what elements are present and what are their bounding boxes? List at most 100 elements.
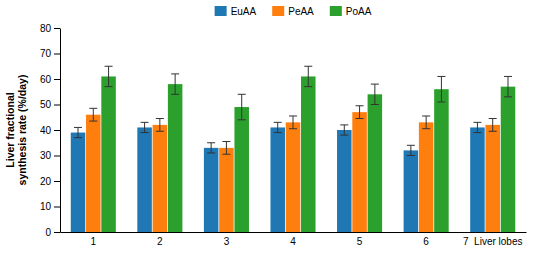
- error-bar: [274, 122, 282, 132]
- bar: [204, 148, 219, 232]
- error-bar: [304, 66, 312, 86]
- legend: EuAA PeAA PoAA: [215, 6, 372, 17]
- y-tick-mark: [54, 130, 60, 131]
- y-tick-label: 60: [40, 74, 52, 85]
- error-bar: [473, 122, 481, 132]
- bar: [301, 76, 316, 232]
- bar: [168, 84, 183, 232]
- x-tick: 3: [224, 232, 230, 247]
- bar: [234, 107, 249, 232]
- bar: [86, 115, 101, 232]
- x-tick: 5: [357, 232, 363, 247]
- y-tick: 80: [40, 23, 60, 34]
- error-bar: [437, 76, 445, 102]
- error-bar: [171, 74, 179, 94]
- y-tick-label: 0: [45, 227, 51, 238]
- plot: 0 10 20 30 40 50 60 70 80 1 2 3 4 5 6 7 Liver lobes: [40, 23, 527, 247]
- bar: [71, 133, 86, 232]
- chart: 0 10 20 30 40 50 60 70 80 1 2 3 4 5 6 7 Liver lobes Live…: [0, 0, 550, 254]
- bar: [270, 127, 285, 232]
- y-tick-mark: [54, 181, 60, 182]
- x-tick-label: 3: [224, 236, 230, 247]
- y-tick: 30: [40, 150, 60, 161]
- bar: [219, 148, 234, 232]
- bar: [153, 125, 168, 232]
- error-bar: [222, 141, 230, 154]
- y-tick-label: 70: [40, 48, 52, 59]
- x-tick: 6: [423, 232, 429, 247]
- error-bar: [289, 116, 297, 129]
- bar: [419, 122, 434, 232]
- x-tick: 2: [157, 232, 163, 247]
- bar: [501, 87, 516, 232]
- bar: [352, 112, 367, 232]
- y-tick-mark: [54, 207, 60, 208]
- y-tick-mark: [54, 232, 60, 233]
- y-tick-mark: [54, 156, 60, 157]
- y-tick-label: 40: [40, 125, 52, 136]
- y-tick-label: 80: [40, 23, 52, 34]
- y-tick-mark: [54, 54, 60, 55]
- bar: [470, 127, 485, 232]
- y-tick: 50: [40, 99, 60, 110]
- x-tick: 7 Liver lobes: [463, 232, 522, 247]
- error-bar: [89, 108, 97, 121]
- x-tick-label: 7 Liver lobes: [463, 236, 522, 247]
- bar: [286, 122, 301, 232]
- x-tick-label: 5: [357, 236, 363, 247]
- error-bar: [74, 127, 82, 137]
- legend-swatch: [272, 6, 284, 16]
- y-axis-line: [60, 29, 61, 233]
- error-bar: [489, 119, 497, 132]
- legend-label: PoAA: [346, 6, 372, 17]
- y-tick-label: 30: [40, 150, 52, 161]
- legend-item: PeAA: [272, 6, 314, 17]
- y-tick-mark: [54, 105, 60, 106]
- bar: [404, 150, 419, 232]
- bar: [337, 130, 352, 232]
- x-tick-label: 2: [157, 236, 163, 247]
- error-bar: [407, 145, 415, 155]
- x-axis: 1 2 3 4 5 6 7 Liver lobes: [61, 232, 527, 247]
- legend-swatch: [215, 6, 227, 16]
- series: [101, 66, 515, 232]
- y-tick: 40: [40, 125, 60, 136]
- error-bar: [156, 119, 164, 132]
- legend-swatch: [330, 6, 342, 16]
- error-bar: [105, 66, 113, 86]
- x-tick-label: 6: [423, 236, 429, 247]
- y-tick-label: 10: [40, 201, 52, 212]
- error-bar: [238, 94, 246, 120]
- y-tick-mark: [54, 79, 60, 80]
- error-bar: [207, 143, 215, 153]
- error-bar: [371, 84, 379, 104]
- x-axis-line: [61, 232, 527, 233]
- bar: [434, 89, 449, 232]
- x-tick: 4: [290, 232, 296, 247]
- bar: [101, 76, 116, 232]
- y-tick-label: 20: [40, 176, 52, 187]
- error-bar: [141, 122, 149, 132]
- y-tick-label: 50: [40, 99, 52, 110]
- y-tick: 20: [40, 176, 60, 187]
- bars: [71, 66, 516, 232]
- legend-label: EuAA: [231, 6, 257, 17]
- y-axis: 0 10 20 30 40 50 60 70 80: [40, 23, 61, 238]
- y-tick: 10: [40, 201, 60, 212]
- error-bar: [422, 116, 430, 129]
- error-bar: [504, 76, 512, 96]
- x-tick: 1: [91, 232, 97, 247]
- error-bar: [356, 106, 364, 119]
- x-tick-label: 1: [91, 236, 97, 247]
- error-bar: [340, 125, 348, 135]
- series: [71, 122, 485, 232]
- bar: [368, 94, 383, 232]
- bar: [137, 127, 152, 232]
- legend-item: EuAA: [215, 6, 257, 17]
- y-tick-mark: [54, 28, 60, 29]
- bar: [485, 125, 500, 232]
- legend-label: PeAA: [288, 6, 314, 17]
- y-tick: 70: [40, 48, 60, 59]
- y-axis-title: Liver fractionalsynthesis rate (%/day): [4, 75, 28, 186]
- y-tick: 0: [45, 227, 60, 238]
